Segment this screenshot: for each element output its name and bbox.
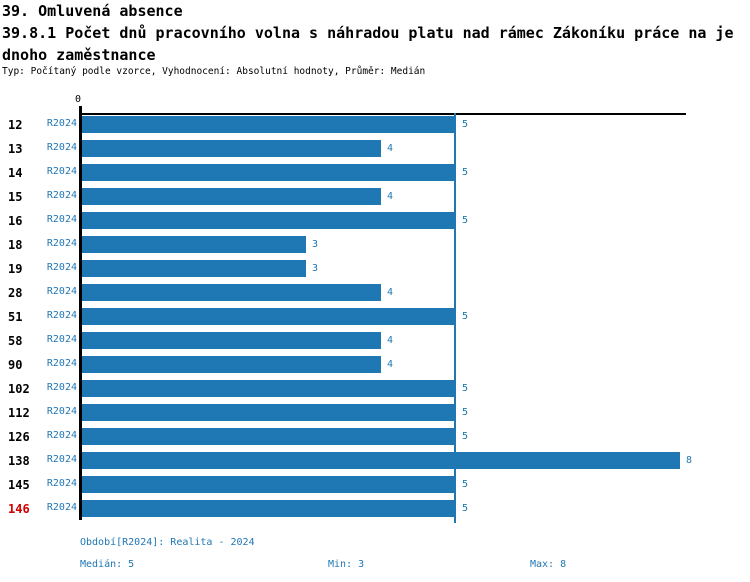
row-series-label: R2024 [46,406,77,417]
indicator-title-line-2: dnoho zaměstnance [2,46,156,64]
row-category-label: 16 [8,214,23,228]
row-category-label: 138 [8,454,30,468]
row-category-label: 126 [8,430,30,444]
bar-value-label: 5 [462,311,469,322]
bar [82,188,381,205]
x-axis-zero-tick-label: 0 [75,94,82,105]
row-series-label: R2024 [46,430,77,441]
row-series-label: R2024 [46,478,77,489]
bar-value-label: 5 [462,407,469,418]
bar-value-label: 4 [387,287,394,298]
bar-value-label: 3 [312,239,319,250]
bar [82,308,456,325]
bar-value-label: 4 [387,335,394,346]
bar-value-label: 8 [686,455,693,466]
median-stat: Medián: 5 [80,559,135,570]
row-series-label: R2024 [46,454,77,465]
bar-value-label: 5 [462,431,469,442]
bar [82,236,306,253]
bar-value-label: 5 [462,503,469,514]
y-axis-line [79,106,82,520]
row-category-label: 18 [8,238,23,252]
x-axis-line [80,113,686,115]
row-category-label: 13 [8,142,23,156]
row-series-label: R2024 [46,166,77,177]
bar [82,116,456,133]
bar-value-label: 5 [462,479,469,490]
row-category-label: 14 [8,166,23,180]
row-category-label: 145 [8,478,30,492]
row-series-label: R2024 [46,142,77,153]
bar [82,212,456,229]
row-category-label: 102 [8,382,30,396]
indicator-title-line-1: 39.8.1 Počet dnů pracovního volna s náhr… [2,24,734,42]
bar-value-label: 4 [387,359,394,370]
row-category-label: 28 [8,286,23,300]
row-series-label: R2024 [46,214,77,225]
bar [82,164,456,181]
bar-value-label: 5 [462,167,469,178]
bar-value-label: 5 [462,383,469,394]
row-series-label: R2024 [46,502,77,513]
row-series-label: R2024 [46,286,77,297]
row-series-label: R2024 [46,118,77,129]
bar [82,356,381,373]
min-stat: Min: 3 [328,559,365,570]
bar [82,140,381,157]
bar [82,260,306,277]
row-category-label: 15 [8,190,23,204]
row-category-label: 51 [8,310,23,324]
row-series-label: R2024 [46,310,77,321]
bar [82,404,456,421]
bar-value-label: 4 [387,143,394,154]
row-category-label: 12 [8,118,23,132]
bar-value-label: 4 [387,191,394,202]
bar [82,452,680,469]
report-section-title: 39. Omluvená absence [2,2,183,20]
row-series-label: R2024 [46,238,77,249]
period-legend: Období[R2024]: Realita - 2024 [80,537,255,548]
row-category-label: 112 [8,406,30,420]
row-series-label: R2024 [46,358,77,369]
row-category-label: 90 [8,358,23,372]
row-category-label: 146 [8,502,30,516]
row-series-label: R2024 [46,262,77,273]
indicator-meta-info: Typ: Počítaný podle vzorce, Vyhodnocení:… [2,66,426,77]
row-series-label: R2024 [46,382,77,393]
bar [82,332,381,349]
row-category-label: 58 [8,334,23,348]
bar [82,428,456,445]
bar-value-label: 5 [462,215,469,226]
bar [82,500,456,517]
bar-value-label: 3 [312,263,319,274]
bar [82,284,381,301]
row-category-label: 19 [8,262,23,276]
row-series-label: R2024 [46,334,77,345]
bar [82,380,456,397]
row-series-label: R2024 [46,190,77,201]
bar-value-label: 5 [462,119,469,130]
bar [82,476,456,493]
max-stat: Max: 8 [530,559,567,570]
